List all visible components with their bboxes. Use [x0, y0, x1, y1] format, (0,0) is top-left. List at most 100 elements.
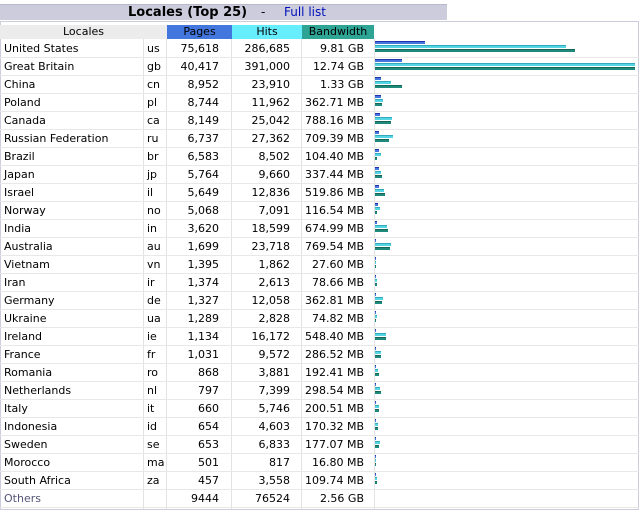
- hits-bar: [375, 207, 380, 210]
- table-row: Israel il 5,649 12,836 519.86 MB: [0, 184, 639, 202]
- pages-value: 1,327: [187, 294, 220, 307]
- hits-bar: [375, 243, 391, 246]
- hits-bar: [375, 387, 380, 390]
- locale-code: br: [147, 150, 159, 163]
- header-hits: Hits: [232, 25, 302, 39]
- bandwidth-bar: [375, 121, 391, 124]
- locale-code: ie: [147, 330, 157, 343]
- table-row: Ireland ie 1,134 16,172 548.40 MB: [0, 328, 639, 346]
- locale-code: in: [147, 222, 158, 235]
- locale-name: Romania: [4, 366, 53, 379]
- pages-bar: [375, 185, 379, 188]
- bandwidth-value: 2.56 GB: [319, 492, 364, 505]
- locale-code: il: [147, 186, 154, 199]
- locale-code: de: [147, 294, 161, 307]
- bandwidth-bar: [375, 265, 376, 268]
- bandwidth-bar: [375, 175, 382, 178]
- column-divider: [143, 39, 144, 509]
- hits-value: 6,833: [258, 438, 291, 451]
- bandwidth-value: 200.51 MB: [304, 402, 364, 415]
- header-pages: Pages: [167, 25, 232, 39]
- header-bandwidth: Bandwidth: [302, 25, 374, 39]
- locale-name: China: [4, 78, 36, 91]
- locale-name: Iran: [4, 276, 26, 289]
- bandwidth-value: 104.40 MB: [304, 150, 364, 163]
- locale-name: Ukraine: [4, 312, 47, 325]
- locale-name: United States: [4, 42, 79, 55]
- locale-code: ua: [147, 312, 161, 325]
- locale-code: fr: [147, 348, 156, 361]
- locale-code: ru: [147, 132, 159, 145]
- bandwidth-value: 78.66 MB: [311, 276, 364, 289]
- locale-code: vn: [147, 258, 161, 271]
- pages-bar: [375, 347, 376, 350]
- pages-value: 9444: [191, 492, 219, 505]
- pages-value: 6,737: [187, 132, 220, 145]
- table-row: Brazil br 6,583 8,502 104.40 MB: [0, 148, 639, 166]
- table-row: Iran ir 1,374 2,613 78.66 MB: [0, 274, 639, 292]
- table-row: Australia au 1,699 23,718 769.54 MB: [0, 238, 639, 256]
- locale-name: Canada: [4, 114, 46, 127]
- pages-value: 75,618: [180, 42, 220, 55]
- hits-value: 4,603: [258, 420, 291, 433]
- pages-value: 868: [198, 366, 219, 379]
- locale-name: South Africa: [4, 474, 71, 487]
- hits-value: 23,718: [251, 240, 291, 253]
- bandwidth-value: 27.60 MB: [311, 258, 364, 271]
- bandwidth-bar: [375, 337, 386, 340]
- section-title-bar: Locales (Top 25) - Full list: [0, 4, 447, 20]
- full-list-link[interactable]: Full list: [284, 5, 326, 19]
- bandwidth-bar: [375, 463, 376, 466]
- pages-bar: [375, 365, 376, 368]
- hits-value: 7,399: [258, 384, 291, 397]
- bandwidth-value: 674.99 MB: [304, 222, 364, 235]
- bandwidth-value: 116.54 MB: [304, 204, 364, 217]
- locale-name: India: [4, 222, 31, 235]
- hits-bar: [375, 405, 379, 408]
- locale-code: ro: [147, 366, 159, 379]
- pages-bar: [375, 167, 379, 170]
- bandwidth-value: 709.39 MB: [304, 132, 364, 145]
- locale-name: Indonesia: [4, 420, 58, 433]
- bandwidth-bar: [375, 85, 402, 88]
- bandwidth-value: 192.41 MB: [304, 366, 364, 379]
- bandwidth-bar: [375, 283, 377, 286]
- hits-value: 11,962: [251, 96, 291, 109]
- locale-name: Vietnam: [4, 258, 50, 271]
- hits-value: 23,910: [251, 78, 291, 91]
- pages-value: 6,583: [187, 150, 220, 163]
- pages-bar: [375, 293, 376, 296]
- table-row: Netherlands nl 797 7,399 298.54 MB: [0, 382, 639, 400]
- pages-bar: [375, 383, 376, 386]
- pages-value: 1,031: [187, 348, 220, 361]
- hits-bar: [375, 189, 384, 192]
- locale-code: ma: [147, 456, 165, 469]
- locale-code: za: [147, 474, 160, 487]
- locale-code: ir: [147, 276, 155, 289]
- locale-code: us: [147, 42, 160, 55]
- table-row: Japan jp 5,764 9,660 337.44 MB: [0, 166, 639, 184]
- bandwidth-bar: [375, 157, 377, 160]
- pages-value: 1,699: [187, 240, 220, 253]
- pages-bar: [375, 221, 377, 224]
- bandwidth-value: 788.16 MB: [304, 114, 364, 127]
- pages-value: 1,134: [187, 330, 220, 343]
- table-row: India in 3,620 18,599 674.99 MB: [0, 220, 639, 238]
- table-row: Italy it 660 5,746 200.51 MB: [0, 400, 639, 418]
- pages-value: 1,395: [187, 258, 220, 271]
- pages-bar: [375, 41, 425, 44]
- bandwidth-value: 12.74 GB: [312, 60, 364, 73]
- bandwidth-bar: [375, 193, 385, 196]
- locale-name: Japan: [4, 168, 35, 181]
- hits-value: 2,828: [258, 312, 291, 325]
- pages-value: 8,149: [187, 114, 220, 127]
- pages-bar: [375, 149, 379, 152]
- bandwidth-value: 286.52 MB: [304, 348, 364, 361]
- column-divider: [301, 39, 302, 509]
- pages-bar: [375, 257, 376, 260]
- hits-bar: [375, 99, 383, 102]
- column-divider: [231, 39, 232, 509]
- pages-value: 1,289: [187, 312, 220, 325]
- hits-value: 391,000: [244, 60, 291, 73]
- locale-name: France: [4, 348, 41, 361]
